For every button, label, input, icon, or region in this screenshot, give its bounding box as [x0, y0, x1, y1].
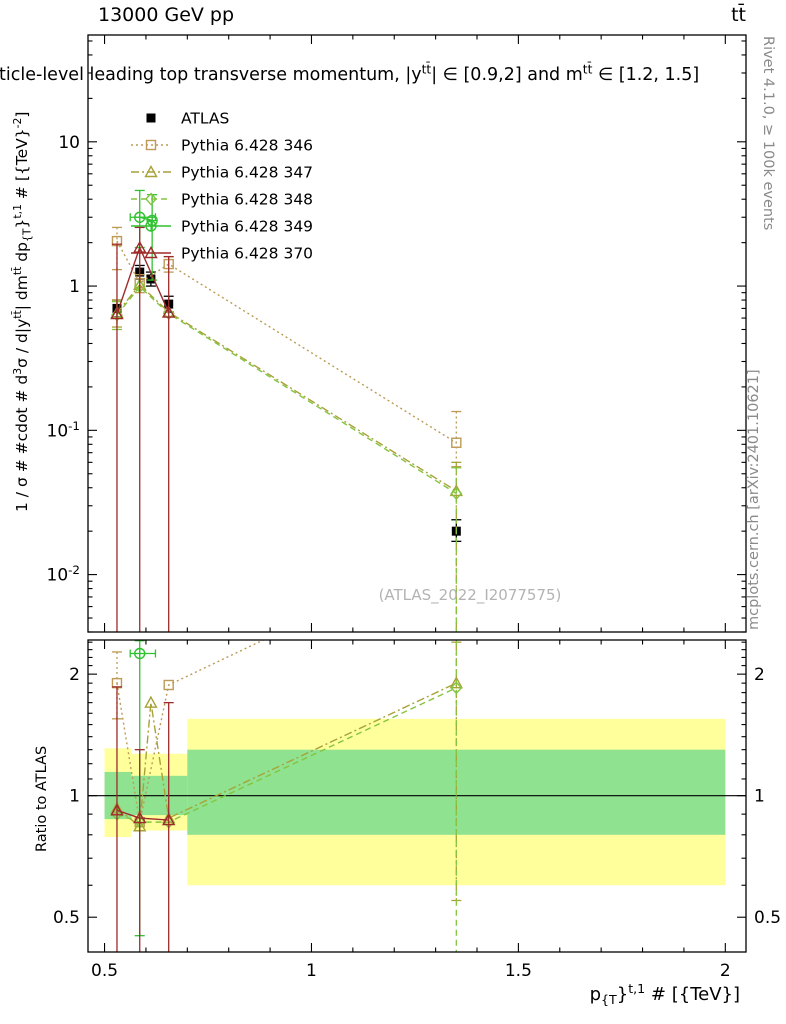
legend-item-atlas: ATLAS	[146, 110, 229, 128]
ratio-axis-title: Ratio to ATLAS	[34, 745, 50, 852]
data-point-marker	[133, 240, 147, 253]
plot-title: particle-level leading top transverse mo…	[0, 62, 699, 85]
data-point-marker	[450, 486, 463, 501]
svg-text:Pythia 6.428 349: Pythia 6.428 349	[181, 218, 313, 236]
svg-text:Pythia 6.428 348: Pythia 6.428 348	[181, 191, 313, 209]
data-point-marker	[162, 305, 176, 318]
svg-text:1: 1	[69, 277, 80, 297]
tick-labels: 0.5 1 1.5 2 10 1 10-1 10-2 2 2 1 1 0.5 0.5	[47, 133, 782, 981]
data-point-marker	[110, 307, 124, 320]
legend-marker-pythia-6-428-349	[145, 220, 157, 232]
data-point-marker	[134, 211, 146, 223]
series-atlas	[111, 264, 462, 542]
series-pythia-6-428-346	[111, 226, 462, 468]
legend-marker-pythia-6-428-370	[144, 246, 158, 259]
svg-text:p{T}t,1 # [{TeV}]: p{T}t,1 # [{TeV}]	[590, 981, 740, 1007]
svg-text:2: 2	[754, 665, 765, 685]
legend-item-pythia-6-428-349: Pythia 6.428 349	[131, 218, 313, 236]
svg-text:10-1: 10-1	[47, 419, 81, 441]
legend-item-pythia-6-428-348: Pythia 6.428 348	[131, 191, 313, 209]
data-point-marker	[133, 811, 147, 824]
svg-text:2: 2	[720, 961, 731, 981]
main-axis-title: 1 / σ # #cdot # d3σ / d|ytt̄| dmtt̄ dp{T…	[11, 112, 33, 512]
svg-text:1: 1	[306, 961, 317, 981]
svg-text:1.5: 1.5	[505, 961, 532, 981]
svg-text:particle-level leading top tra: particle-level leading top transverse mo…	[0, 62, 699, 85]
series-pythia-6-428-347	[110, 277, 463, 632]
svg-text:ATLAS: ATLAS	[181, 110, 229, 128]
svg-text:0.5: 0.5	[53, 908, 80, 928]
series-ratio-pythia-6-428-370	[110, 686, 176, 952]
process-label: tt̄	[731, 4, 746, 26]
legend-marker-atlas	[146, 113, 156, 123]
analysis-watermark: (ATLAS_2022_I2077575)	[378, 586, 562, 604]
uncertainty-bands	[104, 718, 726, 886]
data-point-marker	[144, 695, 158, 708]
beam-energy-label: 13000 GeV pp	[98, 4, 235, 26]
series-pythia-6-428-349	[129, 189, 158, 281]
legend-item-pythia-6-428-346: Pythia 6.428 346	[131, 137, 313, 155]
legend-item-pythia-6-428-347: Pythia 6.428 347	[131, 164, 313, 182]
svg-text:Pythia 6.428 346: Pythia 6.428 346	[181, 137, 313, 155]
mcplots-arxiv-label: mcplots.cern.ch [arXiv:2401.10621]	[746, 369, 762, 630]
data-point-marker	[110, 803, 124, 816]
svg-text:0.5: 0.5	[754, 908, 781, 928]
x-axis-title: p{T}t,1 # [{TeV}]	[590, 981, 740, 1007]
svg-text:1: 1	[754, 787, 765, 807]
legend-item-pythia-6-428-370: Pythia 6.428 370	[131, 245, 313, 263]
svg-text:10-2: 10-2	[47, 563, 81, 585]
legend-marker-pythia-6-428-348	[145, 192, 157, 206]
data-point-marker	[449, 676, 463, 689]
data-point-marker	[162, 813, 176, 826]
data-point-marker	[451, 437, 462, 448]
legend-marker-pythia-6-428-347	[144, 165, 158, 178]
main-panel-data	[110, 189, 463, 632]
data-point-marker	[163, 679, 174, 691]
svg-text:Pythia 6.428 370: Pythia 6.428 370	[181, 245, 313, 263]
legend: ATLAS Pythia 6.428 346 Pythia 6.428 347 Pyt…	[131, 110, 313, 263]
svg-text:1: 1	[69, 787, 80, 807]
legend-marker-pythia-6-428-346	[145, 139, 157, 151]
svg-text:2: 2	[69, 665, 80, 685]
svg-text:Pythia 6.428 347: Pythia 6.428 347	[181, 164, 313, 182]
svg-text:1 / σ # #cdot # d3σ / d|ytt̄|: 1 / σ # #cdot # d3σ / d|ytt̄| dmtt̄ dp{T…	[11, 112, 33, 512]
svg-text:10: 10	[58, 133, 80, 153]
rivet-version-label: Rivet 4.1.0, ≥ 100k events	[760, 36, 776, 231]
data-point-marker	[450, 681, 463, 695]
axes-frame	[87, 34, 747, 953]
data-point-marker	[146, 274, 156, 284]
series-pythia-6-428-370	[110, 226, 176, 632]
ratio-panel-data	[110, 640, 463, 952]
svg-text:0.5: 0.5	[91, 961, 118, 981]
data-point-marker	[134, 647, 146, 660]
